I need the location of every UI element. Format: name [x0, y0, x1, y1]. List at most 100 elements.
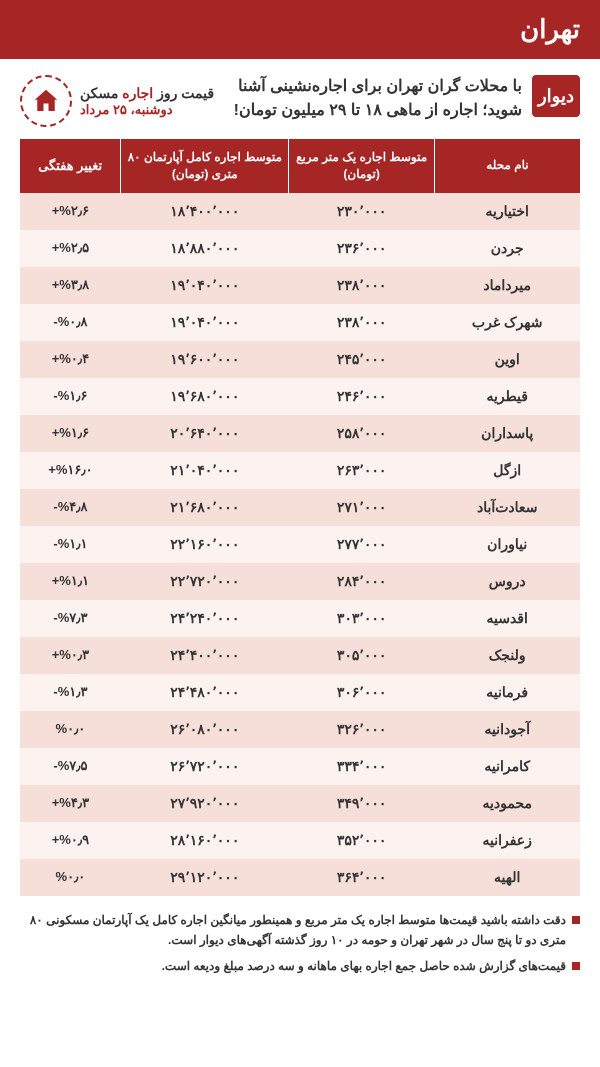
cell-name: ازگل	[434, 452, 580, 489]
table-row: زعفرانیه۳۵۲٬۰۰۰۲۸٬۱۶۰٬۰۰۰+%۰٫۹	[20, 822, 580, 859]
cell-full: ۲۲٬۷۲۰٬۰۰۰	[121, 563, 289, 600]
cell-full: ۱۹٬۶۸۰٬۰۰۰	[121, 378, 289, 415]
table-row: آجودانیه۳۲۶٬۰۰۰۲۶٬۰۸۰٬۰۰۰%۰٫۰	[20, 711, 580, 748]
date-label: دوشنبه، ۲۵ مرداد	[80, 102, 214, 118]
table-row: اختیاریه۲۳۰٬۰۰۰۱۸٬۴۰۰٬۰۰۰+%۲٫۶	[20, 193, 580, 230]
cell-change: %۰٫۰	[20, 711, 121, 748]
price-label-accent: اجاره	[122, 85, 153, 101]
table-row: ازگل۲۶۳٬۰۰۰۲۱٬۰۴۰٬۰۰۰+%۱۶٫۰	[20, 452, 580, 489]
cell-change: %۰٫۰	[20, 859, 121, 896]
table-row: اقدسیه۳۰۳٬۰۰۰۲۴٬۲۴۰٬۰۰۰-%۷٫۳	[20, 600, 580, 637]
price-label-pre: قیمت روز	[153, 85, 214, 101]
cell-change: +%۳٫۸	[20, 267, 121, 304]
table-row: نیاوران۲۷۷٬۰۰۰۲۲٬۱۶۰٬۰۰۰-%۱٫۱	[20, 526, 580, 563]
table-wrap: نام محله متوسط اجاره یک متر مربع (تومان)…	[0, 139, 600, 896]
cell-sqm: ۳۴۹٬۰۰۰	[289, 785, 435, 822]
cell-sqm: ۲۳۶٬۰۰۰	[289, 230, 435, 267]
cell-sqm: ۳۰۶٬۰۰۰	[289, 674, 435, 711]
header-band: تهران	[0, 0, 600, 59]
table-row: اوین۲۴۵٬۰۰۰۱۹٬۶۰۰٬۰۰۰+%۰٫۴	[20, 341, 580, 378]
cell-sqm: ۳۰۳٬۰۰۰	[289, 600, 435, 637]
cell-name: قیطریه	[434, 378, 580, 415]
cell-sqm: ۲۳۰٬۰۰۰	[289, 193, 435, 230]
cell-sqm: ۲۳۸٬۰۰۰	[289, 304, 435, 341]
cell-full: ۱۹٬۰۴۰٬۰۰۰	[121, 267, 289, 304]
table-row: قیطریه۲۴۶٬۰۰۰۱۹٬۶۸۰٬۰۰۰-%۱٫۶	[20, 378, 580, 415]
table-row: محمودیه۳۴۹٬۰۰۰۲۷٬۹۲۰٬۰۰۰+%۴٫۳	[20, 785, 580, 822]
th-sqm: متوسط اجاره یک متر مربع (تومان)	[289, 139, 435, 193]
footnotes: دقت داشته باشید قیمت‌ها متوسط اجاره یک م…	[0, 896, 600, 1007]
cell-sqm: ۳۵۲٬۰۰۰	[289, 822, 435, 859]
cell-full: ۲۴٬۲۴۰٬۰۰۰	[121, 600, 289, 637]
cell-sqm: ۲۵۸٬۰۰۰	[289, 415, 435, 452]
cell-full: ۲۱٬۰۴۰٬۰۰۰	[121, 452, 289, 489]
cell-name: دروس	[434, 563, 580, 600]
cell-name: کامرانیه	[434, 748, 580, 785]
cell-name: اختیاریه	[434, 193, 580, 230]
house-icon	[20, 75, 72, 127]
cell-sqm: ۳۲۶٬۰۰۰	[289, 711, 435, 748]
cell-change: +%۲٫۵	[20, 230, 121, 267]
price-label: قیمت روز اجاره مسکن	[80, 85, 214, 102]
cell-change: -%۴٫۸	[20, 489, 121, 526]
cell-change: -%۱٫۳	[20, 674, 121, 711]
cell-change: +%۱٫۱	[20, 563, 121, 600]
footnote: قیمت‌های گزارش شده حاصل جمع اجاره بهای م…	[20, 956, 580, 976]
cell-sqm: ۳۶۴٬۰۰۰	[289, 859, 435, 896]
table-row: دروس۲۸۴٬۰۰۰۲۲٬۷۲۰٬۰۰۰+%۱٫۱	[20, 563, 580, 600]
logo-text: دیوار	[538, 86, 574, 107]
cell-change: -%۷٫۳	[20, 600, 121, 637]
table-row: فرمانیه۳۰۶٬۰۰۰۲۴٬۴۸۰٬۰۰۰-%۱٫۳	[20, 674, 580, 711]
cell-full: ۲۹٬۱۲۰٬۰۰۰	[121, 859, 289, 896]
cell-full: ۲۲٬۱۶۰٬۰۰۰	[121, 526, 289, 563]
cell-full: ۲۶٬۰۸۰٬۰۰۰	[121, 711, 289, 748]
footnote: دقت داشته باشید قیمت‌ها متوسط اجاره یک م…	[20, 910, 580, 951]
table-row: ولنجک۳۰۵٬۰۰۰۲۴٬۴۰۰٬۰۰۰+%۰٫۳	[20, 637, 580, 674]
cell-sqm: ۲۴۶٬۰۰۰	[289, 378, 435, 415]
cell-name: نیاوران	[434, 526, 580, 563]
th-change: تغییر هفتگی	[20, 139, 121, 193]
cell-name: میرداماد	[434, 267, 580, 304]
cell-full: ۲۸٬۱۶۰٬۰۰۰	[121, 822, 289, 859]
cell-change: +%۱٫۶	[20, 415, 121, 452]
cell-name: جردن	[434, 230, 580, 267]
cell-full: ۲۷٬۹۲۰٬۰۰۰	[121, 785, 289, 822]
cell-name: اوین	[434, 341, 580, 378]
cell-change: +%۰٫۳	[20, 637, 121, 674]
cell-full: ۱۹٬۶۰۰٬۰۰۰	[121, 341, 289, 378]
table-body: اختیاریه۲۳۰٬۰۰۰۱۸٬۴۰۰٬۰۰۰+%۲٫۶جردن۲۳۶٬۰۰…	[20, 193, 580, 896]
headline-text: با محلات گران تهران برای اجاره‌نشینی آشن…	[226, 75, 522, 123]
bullet-icon	[572, 916, 580, 924]
cell-change: -%۱٫۱	[20, 526, 121, 563]
headline-block: دیوار با محلات گران تهران برای اجاره‌نشی…	[226, 75, 580, 123]
divar-logo: دیوار	[532, 75, 580, 117]
cell-sqm: ۲۴۵٬۰۰۰	[289, 341, 435, 378]
cell-change: +%۲٫۶	[20, 193, 121, 230]
cell-sqm: ۲۷۷٬۰۰۰	[289, 526, 435, 563]
table-row: کامرانیه۳۳۴٬۰۰۰۲۶٬۷۲۰٬۰۰۰-%۷٫۵	[20, 748, 580, 785]
cell-name: الهیه	[434, 859, 580, 896]
cell-name: ولنجک	[434, 637, 580, 674]
table-row: جردن۲۳۶٬۰۰۰۱۸٬۸۸۰٬۰۰۰+%۲٫۵	[20, 230, 580, 267]
cell-name: پاسداران	[434, 415, 580, 452]
cell-full: ۲۴٬۴۸۰٬۰۰۰	[121, 674, 289, 711]
rent-table: نام محله متوسط اجاره یک متر مربع (تومان)…	[20, 139, 580, 896]
footnote-text: دقت داشته باشید قیمت‌ها متوسط اجاره یک م…	[20, 910, 566, 951]
date-block: قیمت روز اجاره مسکن دوشنبه، ۲۵ مرداد	[20, 75, 214, 127]
cell-name: آجودانیه	[434, 711, 580, 748]
cell-change: +%۰٫۴	[20, 341, 121, 378]
table-row: الهیه۳۶۴٬۰۰۰۲۹٬۱۲۰٬۰۰۰%۰٫۰	[20, 859, 580, 896]
cell-change: -%۱٫۶	[20, 378, 121, 415]
top-section: دیوار با محلات گران تهران برای اجاره‌نشی…	[0, 59, 600, 139]
cell-name: اقدسیه	[434, 600, 580, 637]
cell-full: ۱۸٬۸۸۰٬۰۰۰	[121, 230, 289, 267]
price-label-post: مسکن	[80, 85, 122, 101]
cell-name: محمودیه	[434, 785, 580, 822]
cell-change: -%۰٫۸	[20, 304, 121, 341]
th-name: نام محله	[434, 139, 580, 193]
table-row: شهرک غرب۲۳۸٬۰۰۰۱۹٬۰۴۰٬۰۰۰-%۰٫۸	[20, 304, 580, 341]
cell-full: ۲۴٬۴۰۰٬۰۰۰	[121, 637, 289, 674]
cell-sqm: ۲۸۴٬۰۰۰	[289, 563, 435, 600]
bullet-icon	[572, 962, 580, 970]
cell-change: +%۴٫۳	[20, 785, 121, 822]
